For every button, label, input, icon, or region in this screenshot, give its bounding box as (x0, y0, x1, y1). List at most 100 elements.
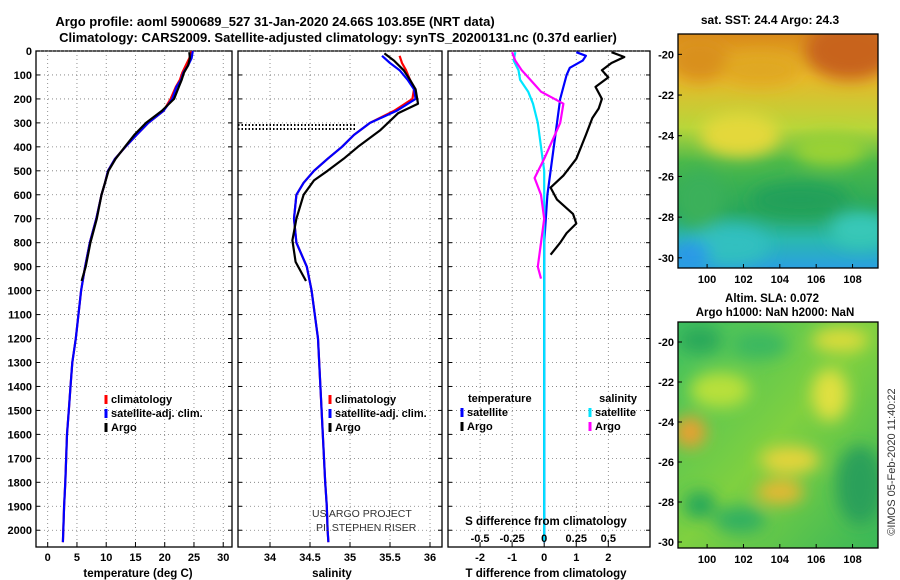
map-x-tick-label: 108 (843, 554, 861, 566)
s-difference-x-label: S difference from climatology (465, 516, 627, 528)
x-tick-label: 5 (74, 552, 80, 564)
sla-title-line-1: Altim. SLA: 0.072 (725, 293, 819, 305)
series-line-s-argo (511, 51, 565, 279)
t-difference-x-label: T difference from climatology (465, 568, 627, 580)
temperature-panel: 0 5 10 15 20 25 30 temperature (deg C) climato… (35, 50, 233, 580)
series-line-s-satellite (512, 51, 546, 543)
sla-map-panel: Altim. SLA: 0.072 Argo h1000: NaN h2000:… (658, 293, 879, 566)
series-line-t-argo (549, 51, 626, 256)
map-x-tick-label: 102 (734, 554, 752, 566)
s-diff-tick-label: 0 (541, 533, 547, 545)
map-y-tick-label: -28 (658, 212, 674, 224)
map-y-tick-label: -30 (658, 253, 674, 265)
pi-credit: PI: STEPHEN RISER (316, 522, 417, 534)
map-x-tick-label: 106 (807, 274, 825, 286)
depth-tick-label: 400 (14, 142, 32, 154)
title-line-1: Argo profile: aoml 5900689_527 31-Jan-20… (55, 14, 494, 29)
map-y-tick-label: -30 (658, 537, 674, 549)
x-tick-label: 35.5 (379, 552, 400, 564)
x-tick-label: 35 (344, 552, 356, 564)
depth-tick-label: 200 (14, 94, 32, 106)
map-x-tick-label: 100 (698, 274, 716, 286)
salinity-plot-frame (237, 50, 443, 548)
series-line-argo (291, 52, 420, 282)
map-y-tick-label: -28 (658, 497, 674, 509)
series-line-satellite (292, 54, 417, 543)
sst-map-frame (677, 33, 879, 269)
legend-label: Argo (111, 422, 137, 434)
legend-label: Argo (595, 421, 621, 433)
depth-tick-label: 700 (14, 214, 32, 226)
depth-tick-label: 600 (14, 190, 32, 202)
sla-map-frame (677, 321, 879, 549)
x-tick-label: 15 (129, 552, 141, 564)
map-x-tick-label: 104 (771, 554, 790, 566)
series-line-argo (80, 52, 191, 282)
depth-tick-label: 1300 (8, 357, 32, 369)
imos-credit: ©IMOS 05-Feb-2020 11:40:22 (886, 388, 898, 535)
legend-title-temperature: temperature (468, 393, 532, 405)
map-y-tick-label: -22 (658, 377, 674, 389)
x-tick-label: 30 (217, 552, 229, 564)
map-y-tick-label: -24 (658, 417, 675, 429)
legend-label: Argo (335, 422, 361, 434)
x-tick-label: -1 (507, 552, 517, 564)
map-y-tick-label: -20 (658, 49, 674, 61)
x-tick-label: 10 (100, 552, 112, 564)
x-tick-label: 2 (605, 552, 611, 564)
x-tick-label: 34 (264, 552, 277, 564)
legend-label: Argo (467, 421, 493, 433)
map-y-tick-label: -22 (658, 90, 674, 102)
depth-tick-label: 300 (14, 118, 32, 130)
sst-map-image (678, 34, 878, 268)
map-x-tick-label: 104 (771, 274, 790, 286)
map-x-tick-label: 100 (698, 554, 716, 566)
map-x-tick-label: 106 (807, 554, 825, 566)
depth-tick-label: 1700 (8, 453, 32, 465)
difference-plot-frame (447, 50, 651, 548)
legend-label: satellite-adj. clim. (335, 408, 427, 420)
legend-label: climatology (111, 394, 173, 406)
sla-map-image (678, 322, 878, 548)
temperature-x-label: temperature (deg C) (83, 568, 192, 580)
depth-tick-label: 2000 (8, 525, 32, 537)
series-line-satellite (61, 50, 194, 543)
project-credit: US ARGO PROJECT (312, 508, 412, 520)
temperature-plot-frame (35, 50, 233, 548)
legend-label: satellite (467, 407, 508, 419)
s-diff-tick-label: 0.5 (601, 533, 616, 545)
depth-tick-label: 1000 (8, 286, 32, 298)
x-tick-label: 0 (541, 552, 547, 564)
legend-label: climatology (335, 394, 397, 406)
x-tick-label: -2 (475, 552, 485, 564)
salinity-panel: 34 34.5 35 35.5 36 salinity climatology satel… (237, 50, 443, 580)
salinity-x-label: salinity (312, 568, 352, 580)
legend-label: satellite-adj. clim. (111, 408, 203, 420)
depth-tick-label: 900 (14, 262, 32, 274)
map-x-tick-label: 108 (843, 274, 861, 286)
depth-tick-label: 800 (14, 238, 32, 250)
depth-tick-label: 0 (26, 46, 32, 58)
depth-tick-label: 1400 (8, 381, 32, 393)
depth-tick-label: 100 (14, 70, 32, 82)
depth-tick-label: 1100 (8, 310, 32, 322)
sla-title-line-2: Argo h1000: NaN h2000: NaN (696, 307, 855, 319)
x-tick-label: 20 (159, 552, 171, 564)
depth-tick-label: 1900 (8, 501, 32, 513)
depth-tick-label: 500 (14, 166, 32, 178)
title-line-2: Climatology: CARS2009. Satellite-adjuste… (59, 30, 617, 45)
salinity-argo-gap-marker (238, 124, 356, 130)
map-x-tick-label: 102 (734, 274, 752, 286)
map-y-tick-label: -24 (658, 131, 675, 143)
legend-title-salinity: salinity (599, 393, 638, 405)
sst-map-panel: sat. SST: 24.4 Argo: 24.3 -20 -22 -24 -26 -2… (658, 13, 879, 286)
series-line-climatology (61, 50, 193, 543)
x-tick-label: 1 (573, 552, 579, 564)
difference-panel: -2 -1 0 1 2 -0.5 -0.25 0 0.25 0.5 T difference fr… (447, 50, 651, 580)
x-tick-label: 36 (424, 552, 436, 564)
x-tick-label: 25 (188, 552, 200, 564)
x-tick-label: 34.5 (299, 552, 320, 564)
series-line-t-satellite (543, 51, 588, 543)
s-diff-tick-label: -0.25 (500, 533, 525, 545)
map-y-tick-label: -26 (658, 171, 674, 183)
